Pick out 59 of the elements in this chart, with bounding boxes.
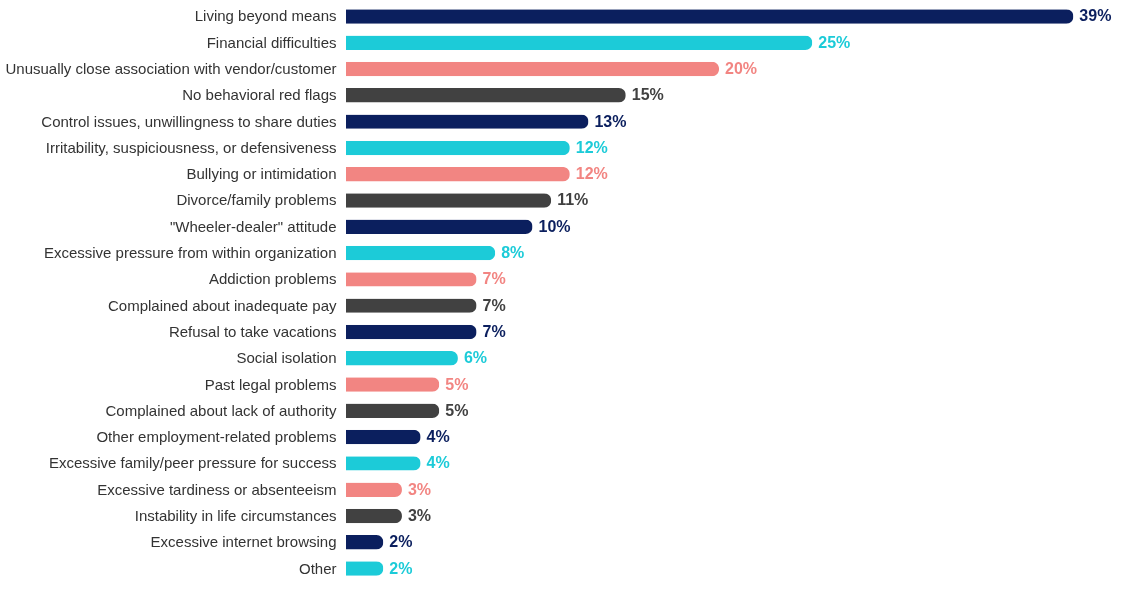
data-label: 10% — [538, 217, 571, 235]
data-label: 4% — [426, 454, 450, 472]
data-label: 2% — [389, 559, 413, 577]
data-label: 7% — [482, 322, 506, 340]
y-tick-label: Bullying or intimidation — [186, 165, 337, 183]
data-label: 20% — [725, 60, 758, 78]
y-tick-label: Other — [298, 559, 337, 577]
data-label: 5% — [445, 375, 469, 393]
y-tick-label: Addiction problems — [208, 270, 337, 288]
data-label: 2% — [389, 533, 413, 551]
data-label: 15% — [631, 86, 664, 104]
y-tick-label: Complained about lack of authority — [105, 401, 337, 419]
data-label: 12% — [575, 165, 608, 183]
data-label: 4% — [426, 428, 450, 446]
y-tick-label: "Wheeler-dealer" attitude — [169, 217, 337, 235]
y-tick-label: Irritability, suspiciousness, or defensiveness — [45, 138, 337, 156]
y-tick-label: No behavioral red flags — [182, 86, 337, 104]
y-tick-label: Excessive internet browsing — [150, 533, 337, 551]
y-tick-label: Complained about inadequate pay — [107, 296, 337, 314]
y-tick-label: Unusually close association with vendor/customer — [5, 60, 337, 78]
y-tick-label: Excessive pressure from within organization — [43, 244, 337, 262]
bar — [346, 88, 626, 103]
bar — [346, 219, 533, 235]
bar — [346, 508, 402, 524]
bar — [346, 35, 813, 50]
bar — [346, 166, 570, 182]
data-label: 7% — [482, 296, 506, 314]
y-tick-label: Refusal to take vacations — [168, 322, 337, 340]
data-label: 13% — [594, 112, 627, 130]
bar — [346, 324, 477, 340]
data-label: 3% — [407, 480, 432, 498]
y-tick-label: Excessive family/peer pressure for success — [48, 454, 337, 472]
bar — [346, 403, 440, 419]
data-label: 11% — [557, 191, 589, 209]
bar — [346, 245, 496, 261]
bar — [346, 61, 719, 77]
bar — [346, 429, 421, 445]
bar — [346, 482, 402, 497]
bar — [346, 9, 1074, 24]
y-tick-label: Other employment-related problems — [96, 428, 337, 446]
data-label: 25% — [818, 33, 851, 51]
data-label: 7% — [482, 270, 506, 288]
data-label: 8% — [501, 244, 525, 262]
data-label: 3% — [407, 506, 432, 524]
y-tick-label: Control issues, unwillingness to share duties — [41, 112, 337, 130]
y-tick-label: Past legal problems — [204, 375, 337, 393]
bar — [346, 140, 570, 156]
y-tick-label: Instability in life circumstances — [134, 506, 337, 524]
bar — [346, 350, 458, 366]
data-label: 12% — [575, 138, 608, 156]
y-tick-label: Financial difficulties — [206, 33, 337, 51]
data-label: 6% — [463, 349, 488, 367]
data-label: 5% — [445, 401, 469, 419]
bar — [346, 535, 384, 550]
y-tick-label: Social isolation — [236, 349, 337, 367]
data-label: 39% — [1079, 7, 1112, 25]
y-tick-label: Living beyond means — [194, 7, 337, 25]
y-tick-label: Excessive tardiness or absenteeism — [97, 480, 337, 498]
y-tick-label: Divorce/family problems — [176, 191, 337, 209]
